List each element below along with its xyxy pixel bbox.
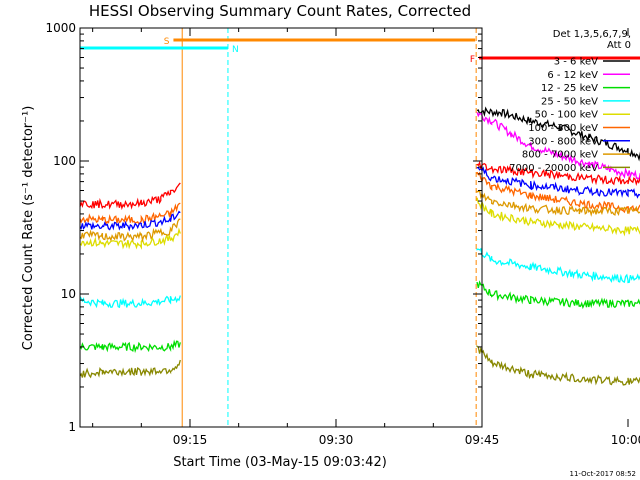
legend-label-8: 7000 - 20000 keV [509, 163, 598, 174]
series-line-3 [79, 247, 640, 309]
legend-label-5: 100 - 300 keV [528, 123, 598, 134]
legend: Det 1,3,5,6,7,9,Att 0 3 - 6 keV 6 - 12 keV… [509, 29, 631, 174]
series-line-1 [476, 112, 640, 181]
x-tick-label-09:45: 09:45 [465, 433, 500, 447]
legend-label-2: 12 - 25 keV [541, 83, 598, 94]
y-tick-label-100: 100 [53, 154, 76, 168]
x-tick-label-09:30: 09:30 [319, 433, 354, 447]
footer-timestamp: 11-Oct-2017 08:52 [570, 470, 636, 478]
segment-label-f: F [470, 55, 475, 65]
legend-label-4: 50 - 100 keV [535, 110, 599, 121]
series-line-9 [79, 345, 640, 386]
legend-header-0: Det 1,3,5,6,7,9, [553, 29, 631, 40]
series-line-0 [476, 106, 640, 162]
series-line-5 [79, 171, 640, 226]
plot-area: S N F [79, 28, 640, 427]
x-tick-label-10:00: 10:00 [611, 433, 640, 447]
y-tick-label-10: 10 [61, 287, 76, 301]
legend-label-7: 800 - 7000 keV [522, 150, 598, 161]
segment-label-s: S [164, 37, 170, 47]
legend-label-3: 25 - 50 keV [541, 96, 598, 107]
series-line-6 [79, 166, 640, 232]
series-line-4 [79, 197, 640, 250]
legend-label-0: 3 - 6 keV [554, 57, 598, 68]
chart-title: HESSI Observing Summary Count Rates, Cor… [89, 2, 471, 20]
y-tick-label-1: 1 [68, 420, 76, 434]
x-tick-label-09:15: 09:15 [173, 433, 208, 447]
series-line-8 [79, 160, 640, 211]
plot-frame [79, 27, 483, 428]
legend-label-6: 300 - 800 keV [528, 136, 598, 147]
legend-label-1: 6 - 12 keV [547, 70, 598, 81]
series-line-7 [79, 189, 640, 243]
y-axis-label: Corrected Count Rate (s⁻¹ detector⁻¹) [21, 106, 36, 351]
y-tick-label-1000: 1000 [45, 21, 76, 35]
series-line-2 [79, 280, 640, 354]
legend-header-1: Att 0 [607, 40, 631, 51]
segment-label-n: N [232, 45, 239, 55]
x-axis-label: Start Time (03-May-15 09:03:42) [173, 455, 387, 470]
